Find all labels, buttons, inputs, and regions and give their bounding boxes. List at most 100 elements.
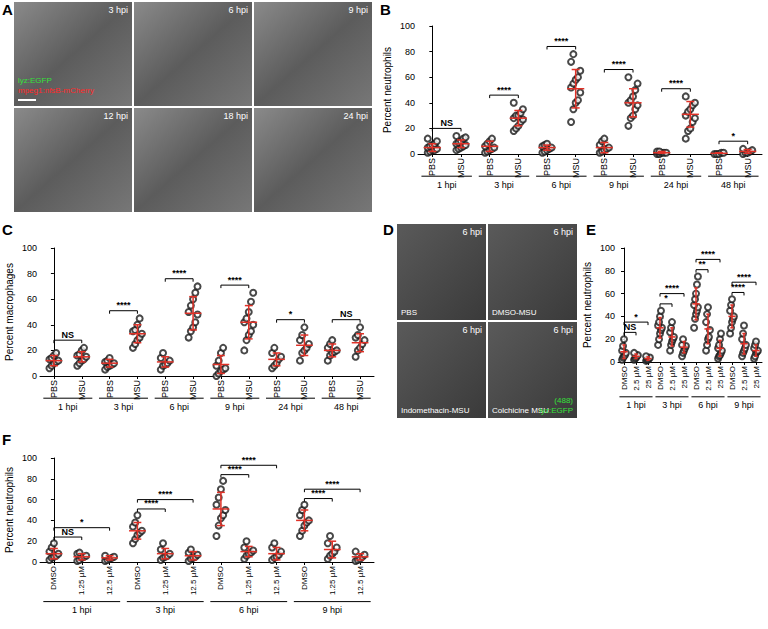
svg-text:12.5 µM: 12.5 µM: [356, 566, 365, 595]
svg-text:D: D: [383, 221, 394, 238]
svg-text:Percent neutrophils: Percent neutrophils: [4, 467, 15, 553]
svg-text:24 hpi: 24 hpi: [278, 402, 303, 412]
svg-text:PBS: PBS: [105, 380, 115, 398]
svg-text:0: 0: [32, 557, 37, 567]
svg-text:Indomethacin-MSU: Indomethacin-MSU: [401, 406, 470, 415]
svg-text:24 hpi: 24 hpi: [343, 111, 368, 121]
svg-text:80: 80: [605, 266, 615, 276]
svg-text:NS: NS: [340, 309, 353, 319]
svg-text:PBS: PBS: [160, 380, 170, 398]
svg-text:0: 0: [610, 357, 615, 367]
svg-text:lyz:EGFP: lyz:EGFP: [539, 406, 573, 415]
svg-text:40: 40: [27, 515, 37, 525]
svg-text:****: ****: [172, 268, 187, 278]
svg-text:PBS: PBS: [714, 158, 724, 176]
svg-text:PBS: PBS: [542, 158, 552, 176]
svg-text:DMSO: DMSO: [728, 366, 737, 390]
svg-text:6 hpi: 6 hpi: [553, 325, 573, 335]
svg-text:(488): (488): [554, 396, 573, 405]
svg-text:25 µM: 25 µM: [752, 366, 761, 389]
svg-text:PBS: PBS: [272, 380, 282, 398]
svg-text:MSU: MSU: [77, 380, 87, 400]
svg-text:lyz:EGFP: lyz:EGFP: [18, 76, 52, 85]
svg-text:DMSO: DMSO: [620, 366, 629, 390]
svg-text:40: 40: [405, 98, 415, 108]
svg-text:3 hpi: 3 hpi: [155, 605, 175, 615]
svg-text:20: 20: [405, 123, 415, 133]
svg-text:1.25 µM: 1.25 µM: [328, 566, 337, 595]
svg-text:2.5 µM: 2.5 µM: [668, 366, 677, 391]
svg-text:12 hpi: 12 hpi: [103, 111, 128, 121]
svg-text:100: 100: [22, 453, 37, 463]
svg-text:9 hpi: 9 hpi: [734, 400, 754, 410]
svg-text:*: *: [80, 517, 84, 527]
svg-text:Percent neutrophils: Percent neutrophils: [382, 47, 393, 133]
svg-text:48 hpi: 48 hpi: [721, 180, 746, 190]
svg-text:2.5 µM: 2.5 µM: [704, 366, 713, 391]
svg-text:****: ****: [228, 275, 243, 285]
svg-text:6 hpi: 6 hpi: [553, 227, 573, 237]
svg-text:1 hpi: 1 hpi: [58, 402, 78, 412]
svg-text:25 µM: 25 µM: [680, 366, 689, 389]
svg-text:**: **: [698, 259, 706, 269]
svg-text:****: ****: [665, 283, 680, 293]
svg-text:****: ****: [669, 78, 684, 88]
svg-text:1 hpi: 1 hpi: [437, 180, 457, 190]
svg-text:2.5 µM: 2.5 µM: [740, 366, 749, 391]
svg-text:B: B: [380, 1, 391, 18]
svg-text:PBS: PBS: [401, 308, 417, 317]
svg-text:60: 60: [27, 495, 37, 505]
svg-text:1.25 µM: 1.25 µM: [244, 566, 253, 595]
svg-text:NS: NS: [624, 322, 637, 332]
svg-text:40: 40: [605, 311, 615, 321]
svg-text:MSU: MSU: [132, 380, 142, 400]
svg-text:6 hpi: 6 hpi: [462, 325, 482, 335]
svg-text:PBS: PBS: [485, 158, 495, 176]
svg-text:MSU: MSU: [299, 380, 309, 400]
svg-text:NS: NS: [62, 527, 75, 537]
svg-text:12.5 µM: 12.5 µM: [189, 566, 198, 595]
svg-text:18 hpi: 18 hpi: [223, 111, 248, 121]
svg-text:F: F: [2, 431, 11, 448]
svg-text:25 µM: 25 µM: [644, 366, 653, 389]
svg-text:****: ****: [144, 498, 159, 508]
svg-text:20: 20: [27, 345, 37, 355]
svg-text:9 hpi: 9 hpi: [348, 5, 368, 15]
svg-text:MSU: MSU: [513, 158, 523, 178]
svg-text:Percent macrophages: Percent macrophages: [4, 263, 15, 361]
svg-text:****: ****: [116, 300, 131, 310]
svg-text:20: 20: [605, 334, 615, 344]
svg-text:*: *: [732, 131, 736, 141]
svg-text:60: 60: [27, 294, 37, 304]
svg-text:NS: NS: [62, 330, 75, 340]
svg-text:3 hpi: 3 hpi: [108, 5, 128, 15]
svg-text:3 hpi: 3 hpi: [114, 402, 134, 412]
svg-text:1.25 µM: 1.25 µM: [77, 566, 86, 595]
svg-text:MSU: MSU: [571, 158, 581, 178]
svg-text:24 hpi: 24 hpi: [664, 180, 689, 190]
svg-text:****: ****: [497, 85, 512, 95]
svg-text:0: 0: [410, 149, 415, 159]
svg-text:100: 100: [22, 243, 37, 253]
svg-text:6 hpi: 6 hpi: [698, 400, 718, 410]
svg-text:****: ****: [737, 272, 752, 282]
svg-text:25 µM: 25 µM: [716, 366, 725, 389]
svg-text:PBS: PBS: [327, 380, 337, 398]
svg-text:0: 0: [32, 371, 37, 381]
svg-text:3 hpi: 3 hpi: [662, 400, 682, 410]
svg-text:2.5 µM: 2.5 µM: [632, 366, 641, 391]
svg-text:100: 100: [600, 243, 615, 253]
svg-text:****: ****: [554, 36, 569, 46]
svg-text:DMSO: DMSO: [300, 566, 309, 590]
svg-text:80: 80: [27, 269, 37, 279]
svg-text:1 hpi: 1 hpi: [72, 605, 92, 615]
svg-text:MSU: MSU: [685, 158, 695, 178]
svg-text:MSU: MSU: [244, 380, 254, 400]
svg-text:9 hpi: 9 hpi: [609, 180, 629, 190]
svg-text:80: 80: [27, 474, 37, 484]
svg-text:*: *: [634, 312, 638, 322]
svg-text:DMSO: DMSO: [49, 566, 58, 590]
svg-text:PBS: PBS: [49, 380, 59, 398]
svg-text:6 hpi: 6 hpi: [552, 180, 572, 190]
svg-text:DMSO: DMSO: [692, 366, 701, 390]
